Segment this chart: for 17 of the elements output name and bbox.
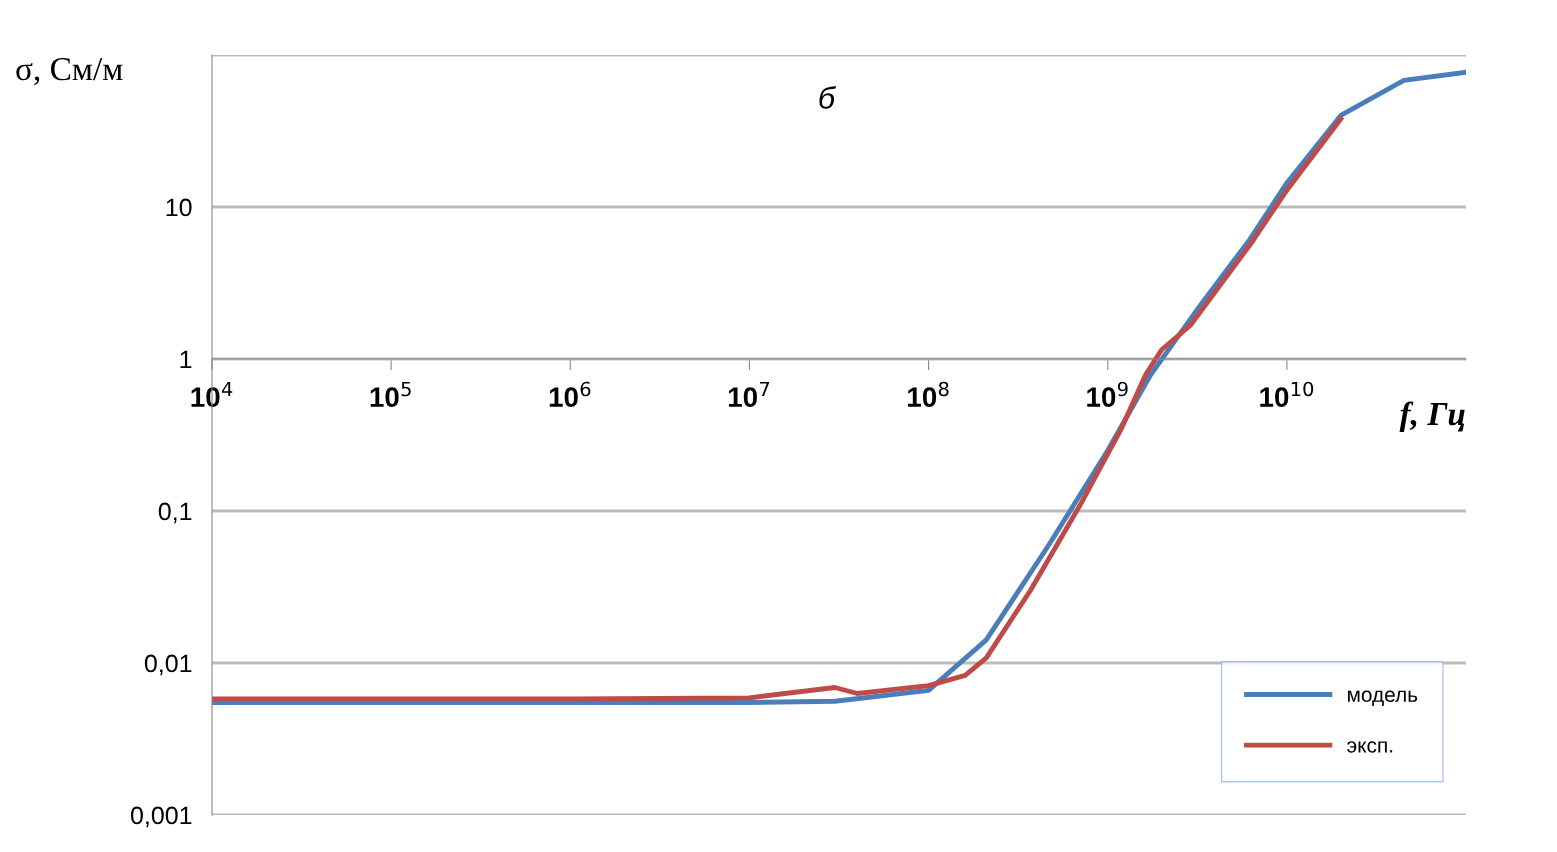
x-tick-label: 10$^{5}$ <box>370 381 411 407</box>
x-tick-label: 10$^{6}$ <box>549 381 591 407</box>
annotation: б <box>819 86 836 109</box>
y-tick-label: 10 <box>166 198 192 217</box>
y-tick-label: 0,1 <box>158 502 192 524</box>
y-tick-label: 0,01 <box>144 654 192 676</box>
legend-label: модель <box>1348 690 1418 706</box>
x-axis-title: f, Гц <box>1399 401 1465 433</box>
x-tick-label: 10$^{4}$ <box>191 381 233 407</box>
x-tick-label: 10$^{7}$ <box>728 381 770 407</box>
y-tick-label: 0,001 <box>130 806 192 828</box>
legend-label: эксп. <box>1347 741 1393 753</box>
x-tick-label: 10$^{8}$ <box>908 381 949 407</box>
x-tick-label: 10$^{9}$ <box>1087 381 1128 407</box>
y-tick-label: 1 <box>180 350 192 369</box>
x-tick-label: 10$^{10}$ <box>1260 381 1314 407</box>
y-axis-title: σ, См/м <box>16 57 123 86</box>
